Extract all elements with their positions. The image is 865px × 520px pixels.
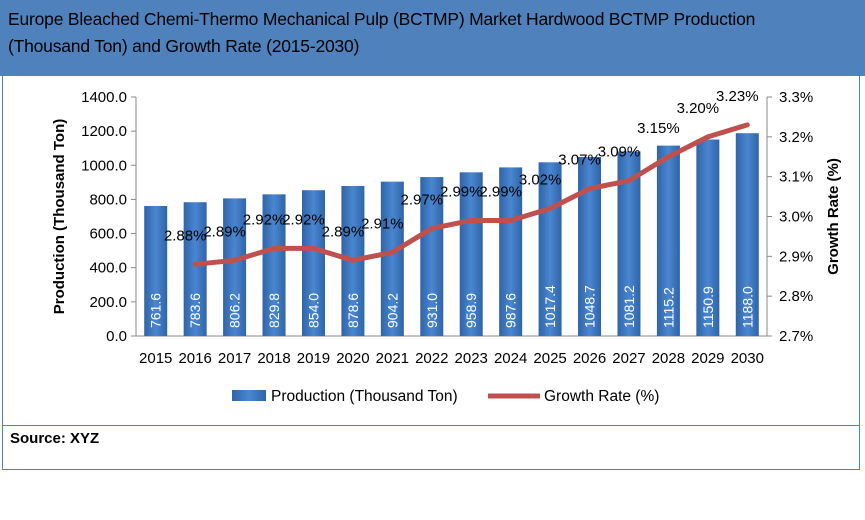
bar-2016 [183,202,207,336]
bar-2028 [656,145,680,336]
bar-2015 [144,205,168,336]
x-tick-label: 2030 [731,350,764,367]
growth-rate-label: 2.99% [479,183,522,200]
bar-2017 [223,198,247,336]
title-line-1: Europe Bleached Chemi-Thermo Mechanical … [8,9,756,29]
legend-bar-swatch [232,390,266,401]
bar-value-label: 958.9 [463,293,479,328]
x-tick-label: 2016 [178,350,211,367]
x-tick-label: 2028 [652,350,685,367]
growth-rate-line [192,122,750,267]
x-tick-label: 2017 [218,350,251,367]
bar-2029 [696,139,720,336]
y-tick-label: 1200.0 [81,123,127,140]
x-tick-label: 2025 [533,350,566,367]
bar-2026 [578,156,602,336]
bar-value-label: 854.0 [305,293,321,328]
bar-value-label: 1081.2 [621,285,637,328]
bar-2024 [499,167,523,336]
source-note: Source: XYZ [10,430,100,447]
growth-rate-label: 2.99% [440,183,483,200]
chart-frame [2,76,860,470]
bar-value-label: 783.6 [187,293,203,328]
bar-value-label: 904.2 [384,293,400,328]
bar-value-label: 1150.9 [700,286,716,328]
x-tick-label: 2020 [336,350,369,367]
y-tick-label: 1400.0 [81,89,127,106]
growth-rate-label: 2.91% [361,215,404,232]
legend-label-production: Production (Thousand Ton) [271,388,458,405]
y2-tick-label: 2.8% [779,288,813,305]
y-tick-label: 0.0 [106,328,127,345]
bar-2021 [380,181,404,336]
bar-value-label: 829.8 [266,293,282,328]
growth-rate-label: 2.89% [203,223,246,240]
y2-tick-label: 2.7% [779,328,813,345]
growth-rate-label: 2.89% [322,223,365,240]
bar-2022 [420,177,444,336]
x-tick-label: 2019 [297,350,330,367]
bar-2018 [262,194,286,336]
y-tick-label: 800.0 [89,191,127,208]
bar-value-label: 1017.4 [542,285,558,328]
y2-tick-label: 2.9% [779,248,813,265]
bar-value-label: 931.0 [424,293,440,328]
y-axis-title: Production (Thousand Ton) [51,119,68,315]
x-tick-label: 2024 [494,350,527,367]
growth-rate-label: 3.20% [677,100,720,117]
bar-value-label: 806.2 [227,293,243,328]
bar-value-label: 761.6 [148,293,164,328]
growth-rate-label: 2.97% [401,191,444,208]
title-line-2: (Thousand Ton) and Growth Rate (2015-203… [8,36,360,56]
x-tick-label: 2029 [691,350,724,367]
y-tick-label: 1000.0 [81,157,127,174]
bar-2019 [301,190,325,336]
x-tick-label: 2027 [612,350,645,367]
growth-rate-label: 3.02% [519,172,562,189]
x-tick-label: 2018 [257,350,290,367]
chart-title: Europe Bleached Chemi-Thermo Mechanical … [8,6,755,60]
bar-value-label: 1048.7 [582,285,598,328]
chart-header: Europe Bleached Chemi-Thermo Mechanical … [0,0,865,76]
source-divider [2,425,860,426]
bar-value-label: 878.6 [345,293,361,328]
y2-tick-label: 3.0% [779,209,813,226]
legend-label-growth: Growth Rate (%) [544,388,659,405]
growth-rate-label: 3.09% [598,144,641,161]
y-tick-label: 200.0 [89,294,127,311]
growth-rate-label: 2.88% [164,227,207,244]
x-tick-label: 2015 [139,350,172,367]
growth-rate-label: 3.07% [558,152,601,169]
bar-value-label: 1115.2 [660,287,676,328]
y2-tick-label: 3.1% [779,169,813,186]
x-tick-label: 2023 [455,350,488,367]
x-tick-label: 2022 [415,350,448,367]
growth-rate-label: 2.92% [282,211,325,228]
growth-rate-label: 3.23% [716,88,759,105]
x-tick-label: 2026 [573,350,606,367]
x-tick-label: 2021 [376,350,409,367]
bar-2023 [459,172,483,336]
chart: 0.0 200.0 400.0 600.0 800.0 1000.0 1200.0 1400.… [51,88,842,405]
bar-value-label: 987.6 [503,293,519,328]
bar-2027 [617,151,641,336]
y-tick-label: 400.0 [89,260,127,277]
growth-rate-label: 3.15% [637,120,680,137]
y2-tick-label: 3.2% [779,129,813,146]
y2-axis-title: Growth Rate (%) [825,158,842,275]
y2-tick-label: 3.3% [779,89,813,106]
bar-2030 [735,133,759,336]
bar-value-label: 1188.0 [739,286,755,328]
y-tick-label: 600.0 [89,226,127,243]
growth-rate-label: 2.92% [243,211,286,228]
